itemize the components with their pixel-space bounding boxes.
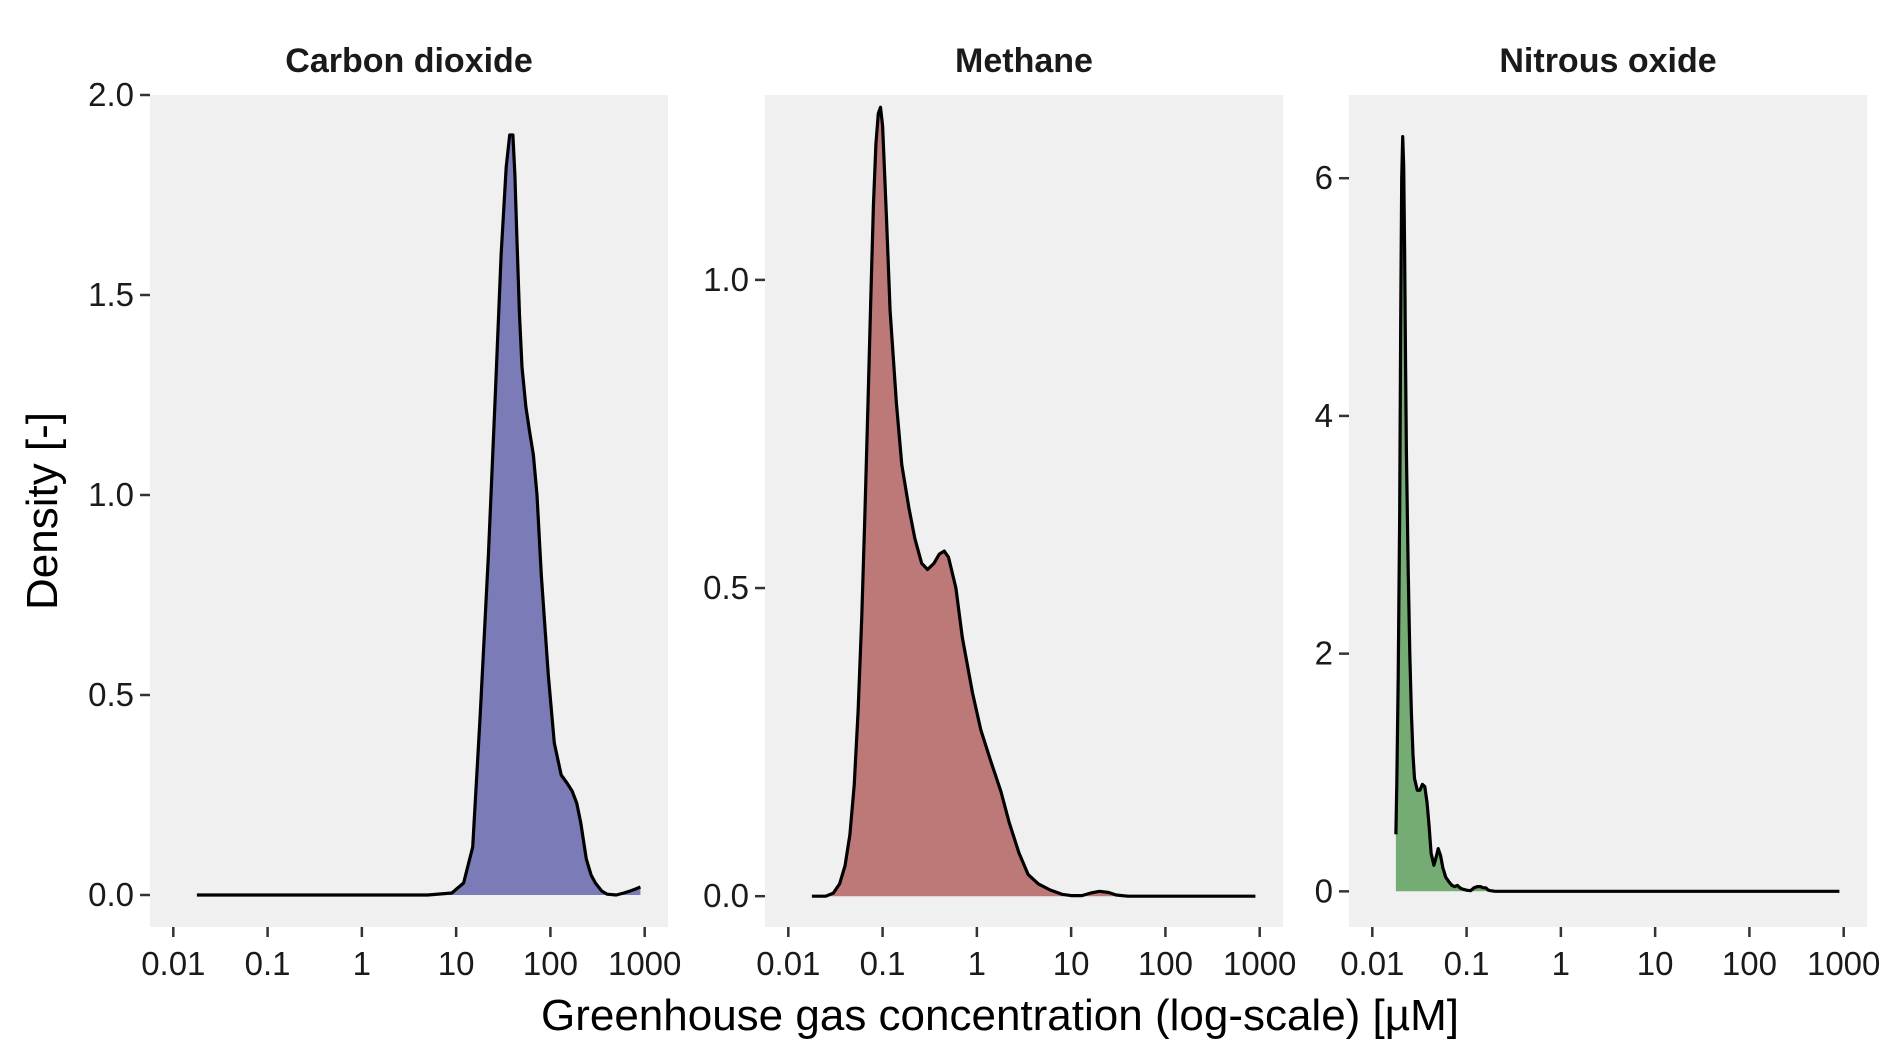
y-tick-label: 1.0: [703, 261, 749, 298]
panel-methane: Methane 0.0 0.5 1.0 0.01 0.1 1 10 100 1000: [703, 42, 1296, 982]
x-tick-label: 1: [968, 945, 986, 982]
y-axis-title: Density [-]: [18, 412, 67, 610]
panel-background: [150, 95, 668, 927]
y-tick-label: 2.0: [88, 76, 134, 113]
density-line: [1394, 135, 1840, 893]
density-area: [811, 107, 1256, 897]
y-tick-label: 0.5: [88, 676, 134, 713]
y-tick-label: 0.5: [703, 569, 749, 606]
y-axis-methane: 0.0 0.5 1.0: [703, 261, 765, 914]
x-tick-label: 0.01: [1340, 945, 1404, 982]
y-tick-label: 1.5: [88, 276, 134, 313]
x-tick-label: 10: [1053, 945, 1090, 982]
x-axis-methane: 0.01 0.1 1 10 100 1000: [756, 927, 1296, 982]
x-tick-label: 0.1: [860, 945, 906, 982]
x-tick-label: 1000: [1807, 945, 1880, 982]
y-axis-carbon-dioxide: 0.0 0.5 1.0 1.5 2.0: [88, 76, 150, 913]
y-tick-label: 4: [1315, 397, 1333, 434]
panel-carbon-dioxide: Carbon dioxide 0.0 0.5 1.0 1.5 2.0 0.01 0.1 1 1…: [88, 42, 681, 982]
y-tick-label: 2: [1315, 635, 1333, 672]
panel-nitrous-oxide: Nitrous oxide 0 2 4 6 0.01 0.1 1 10 100 1000: [1315, 42, 1881, 982]
panel-title-carbon-dioxide: Carbon dioxide: [285, 42, 532, 80]
y-tick-label: 1.0: [88, 476, 134, 513]
density-line: [196, 133, 642, 897]
x-tick-label: 1: [1552, 945, 1570, 982]
x-tick-label: 100: [1138, 945, 1193, 982]
y-axis-nitrous-oxide: 0 2 4 6: [1315, 159, 1349, 909]
x-tick-label: 0.01: [756, 945, 820, 982]
x-tick-label: 10: [438, 945, 475, 982]
y-tick-label: 6: [1315, 159, 1333, 196]
density-line: [811, 105, 1256, 898]
density-plot-nitrous-oxide: [1394, 135, 1840, 893]
x-axis-carbon-dioxide: 0.01 0.1 1 10 100 1000: [141, 927, 681, 982]
x-tick-label: 10: [1637, 945, 1674, 982]
x-axis-nitrous-oxide: 0.01 0.1 1 10 100 1000: [1340, 927, 1880, 982]
x-axis-title: Greenhouse gas concentration (log-scale)…: [541, 991, 1459, 1040]
panel-background: [1349, 95, 1867, 927]
x-tick-label: 100: [523, 945, 578, 982]
x-tick-label: 100: [1722, 945, 1777, 982]
x-tick-label: 1000: [1223, 945, 1296, 982]
y-tick-label: 0.0: [88, 876, 134, 913]
y-tick-label: 0: [1315, 872, 1333, 909]
density-plot-carbon-dioxide: [196, 133, 642, 897]
panel-title-methane: Methane: [955, 42, 1093, 80]
panel-title-nitrous-oxide: Nitrous oxide: [1499, 42, 1716, 80]
x-tick-label: 1000: [608, 945, 681, 982]
x-tick-label: 0.1: [245, 945, 291, 982]
density-area: [196, 135, 641, 895]
x-tick-label: 0.1: [1444, 945, 1490, 982]
x-tick-label: 0.01: [141, 945, 205, 982]
density-plot-methane: [811, 105, 1256, 898]
y-tick-label: 0.0: [703, 877, 749, 914]
x-tick-label: 1: [353, 945, 371, 982]
panel-background: [765, 95, 1283, 927]
